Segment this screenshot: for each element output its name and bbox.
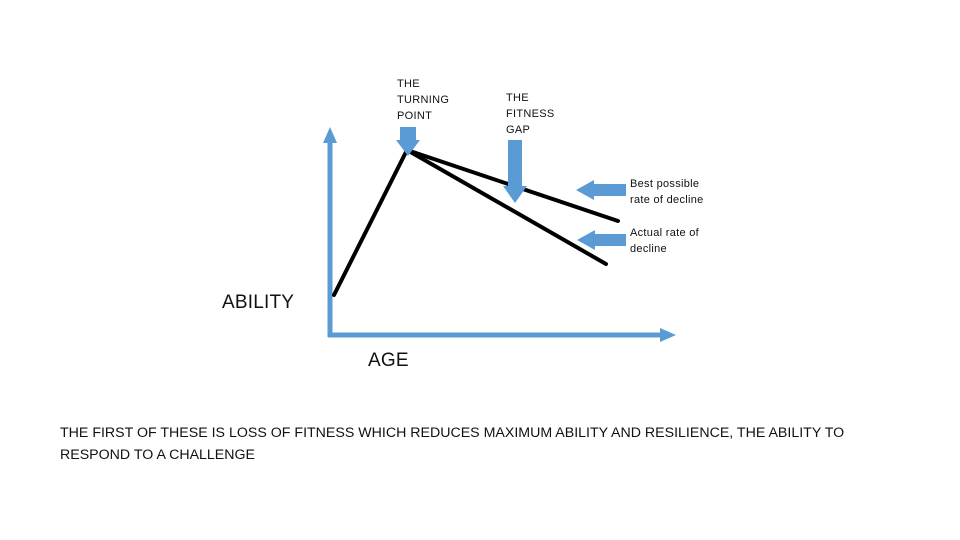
ability-curve	[332, 148, 620, 297]
actual-decline-line	[405, 148, 608, 266]
actual-decline-label: Actual rate of decline	[630, 227, 700, 255]
best-decline-label: Best possible rate of decline	[630, 178, 704, 206]
y-axis-arrowhead	[323, 127, 337, 143]
rising-ability-line	[332, 148, 409, 297]
axes	[327, 140, 662, 338]
turning-point-label: THE TURNING POINT	[397, 78, 450, 122]
best-decline-arrow	[576, 180, 626, 200]
x-axis-label: AGE	[368, 350, 409, 371]
actual-decline-arrow	[577, 230, 626, 250]
y-axis-label: ABILITY	[222, 292, 295, 313]
fitness-gap-label: THE FITNESS GAP	[506, 92, 555, 136]
fitness-gap-arrow	[503, 140, 527, 203]
turning-point-arrow	[396, 127, 420, 156]
x-axis-arrowhead	[660, 328, 676, 342]
caption-text: THE FIRST OF THESE IS LOSS OF FITNESS WH…	[60, 425, 845, 463]
